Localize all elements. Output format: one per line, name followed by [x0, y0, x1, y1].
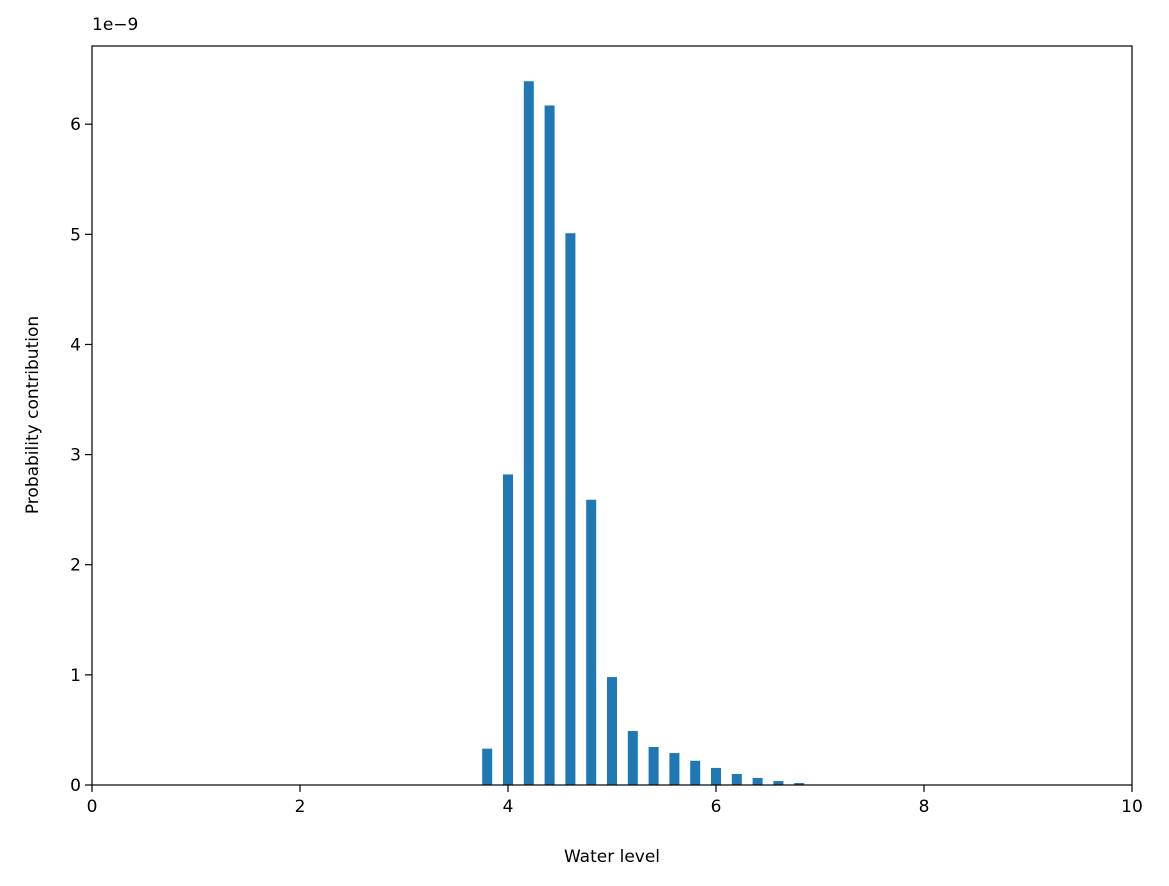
y-tick-label: 5 — [70, 225, 81, 245]
y-tick-label: 6 — [70, 115, 81, 135]
bar — [627, 731, 638, 785]
bar — [690, 760, 701, 785]
x-tick-label: 4 — [503, 797, 514, 817]
y-tick-label: 3 — [70, 446, 81, 466]
y-tick-label: 4 — [70, 335, 81, 355]
y-tick-label: 2 — [70, 556, 81, 576]
bar — [731, 773, 742, 785]
offset-text: 1e−9 — [92, 15, 138, 35]
x-tick-label: 2 — [295, 797, 306, 817]
plot-frame — [91, 45, 1133, 786]
bar — [503, 474, 513, 785]
bar — [544, 105, 555, 786]
bar — [523, 81, 534, 785]
x-tick-label: 6 — [711, 797, 722, 817]
bar — [794, 783, 805, 785]
bar — [711, 767, 721, 785]
x-axis-label: Water level — [564, 847, 660, 867]
bar — [607, 677, 617, 785]
x-tick-label: 10 — [1121, 797, 1143, 817]
y-axis-label: Probability contribution — [23, 316, 43, 514]
y-tick-label: 1 — [70, 666, 81, 686]
bar — [773, 781, 784, 785]
y-tick-label: 0 — [70, 776, 81, 796]
bar — [482, 748, 493, 785]
x-tick-label: 0 — [87, 797, 98, 817]
bar — [648, 747, 659, 785]
x-tick-label: 8 — [919, 797, 930, 817]
bar — [565, 233, 576, 785]
bar — [586, 499, 597, 785]
bar — [752, 777, 763, 785]
bar — [669, 753, 680, 785]
